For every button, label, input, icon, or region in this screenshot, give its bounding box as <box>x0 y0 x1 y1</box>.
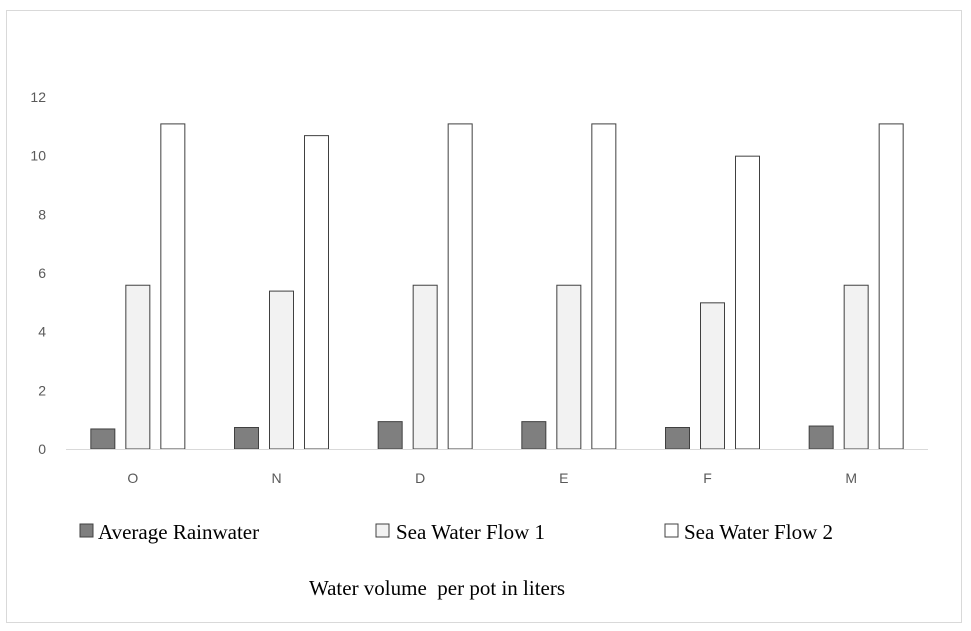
x-tick-label: O <box>127 470 138 486</box>
legend-label-average-rainwater: Average Rainwater <box>98 520 259 544</box>
bar-sea-water-flow-1-d <box>412 284 438 450</box>
y-axis-ticks: 0 2 4 6 8 10 12 <box>30 89 46 457</box>
legend-label-sea-water-flow-1: Sea Water Flow 1 <box>396 520 545 544</box>
y-tick-label: 8 <box>38 206 46 222</box>
bar-average-rainwater-f <box>665 427 690 450</box>
y-tick-label: 12 <box>30 89 46 105</box>
bar-sea-water-flow-1-e <box>556 284 582 450</box>
bar-sea-water-flow-2-n <box>304 135 329 450</box>
bar-sea-water-flow-2-m <box>878 123 904 450</box>
bar-average-rainwater-e <box>521 421 547 450</box>
bar-sea-water-flow-2-o <box>160 123 186 450</box>
legend: Average Rainwater Sea Water Flow 1 Sea W… <box>79 520 833 544</box>
y-tick-label: 4 <box>38 324 46 340</box>
y-tick-label: 2 <box>38 382 46 398</box>
legend-swatch-average-rainwater <box>79 523 94 538</box>
bar-sea-water-flow-1-m <box>843 284 869 450</box>
bar-sea-water-flow-1-f <box>700 302 725 450</box>
bar-average-rainwater-o <box>90 428 116 450</box>
legend-label-sea-water-flow-2: Sea Water Flow 2 <box>684 520 833 544</box>
x-tick-label: N <box>271 470 281 486</box>
x-axis-title: Water volume per pot in liters <box>309 576 565 600</box>
bar-sea-water-flow-1-n <box>269 290 294 450</box>
legend-swatch-sea-water-flow-2 <box>664 523 679 538</box>
bar-sea-water-flow-2-d <box>447 123 473 450</box>
x-tick-label: M <box>845 470 857 486</box>
bar-sea-water-flow-1-o <box>125 284 151 450</box>
bar-average-rainwater-d <box>377 421 403 450</box>
bar-average-rainwater-n <box>234 427 259 450</box>
bar-sea-water-flow-2-e <box>591 123 617 450</box>
x-tick-label: E <box>559 470 568 486</box>
y-tick-label: 10 <box>30 148 46 164</box>
y-tick-label: 0 <box>38 441 46 457</box>
bar-average-rainwater-m <box>808 425 834 450</box>
legend-swatch-sea-water-flow-1 <box>375 523 390 538</box>
bars <box>90 123 904 450</box>
bar-sea-water-flow-2-f <box>735 155 760 450</box>
x-tick-label: F <box>703 470 712 486</box>
y-tick-label: 6 <box>38 265 46 281</box>
x-tick-label: D <box>415 470 425 486</box>
